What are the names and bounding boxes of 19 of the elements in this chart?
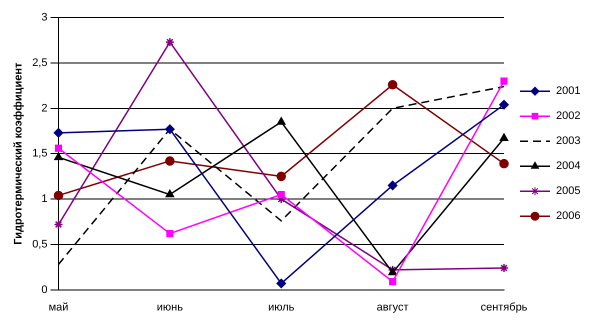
legend-label: 2001: [556, 85, 580, 98]
legend-label: 2002: [556, 110, 580, 122]
x-tick-label: август: [376, 301, 409, 314]
y-tick-label: 1: [41, 193, 48, 206]
legend-label: 2006: [556, 210, 580, 222]
x-tick-label: июль: [268, 301, 295, 314]
x-tick-label: май: [48, 301, 68, 314]
y-tick-label: 2,5: [32, 57, 48, 69]
x-tick-label: сентябрь: [480, 301, 528, 314]
y-axis-title: Гидротермический коэффициент: [12, 62, 25, 245]
y-tick-label: 0,5: [32, 238, 48, 250]
y-tick-label: 2: [41, 102, 48, 114]
y-tick-label: 3: [41, 12, 48, 24]
x-tick-label: июнь: [156, 301, 184, 314]
legend-label: 2003: [556, 135, 580, 148]
legend-label: 2005: [556, 185, 580, 198]
y-tick-label: 1,5: [32, 148, 48, 160]
legend-label: 2004: [556, 160, 580, 172]
y-tick-label: 0: [41, 284, 48, 296]
